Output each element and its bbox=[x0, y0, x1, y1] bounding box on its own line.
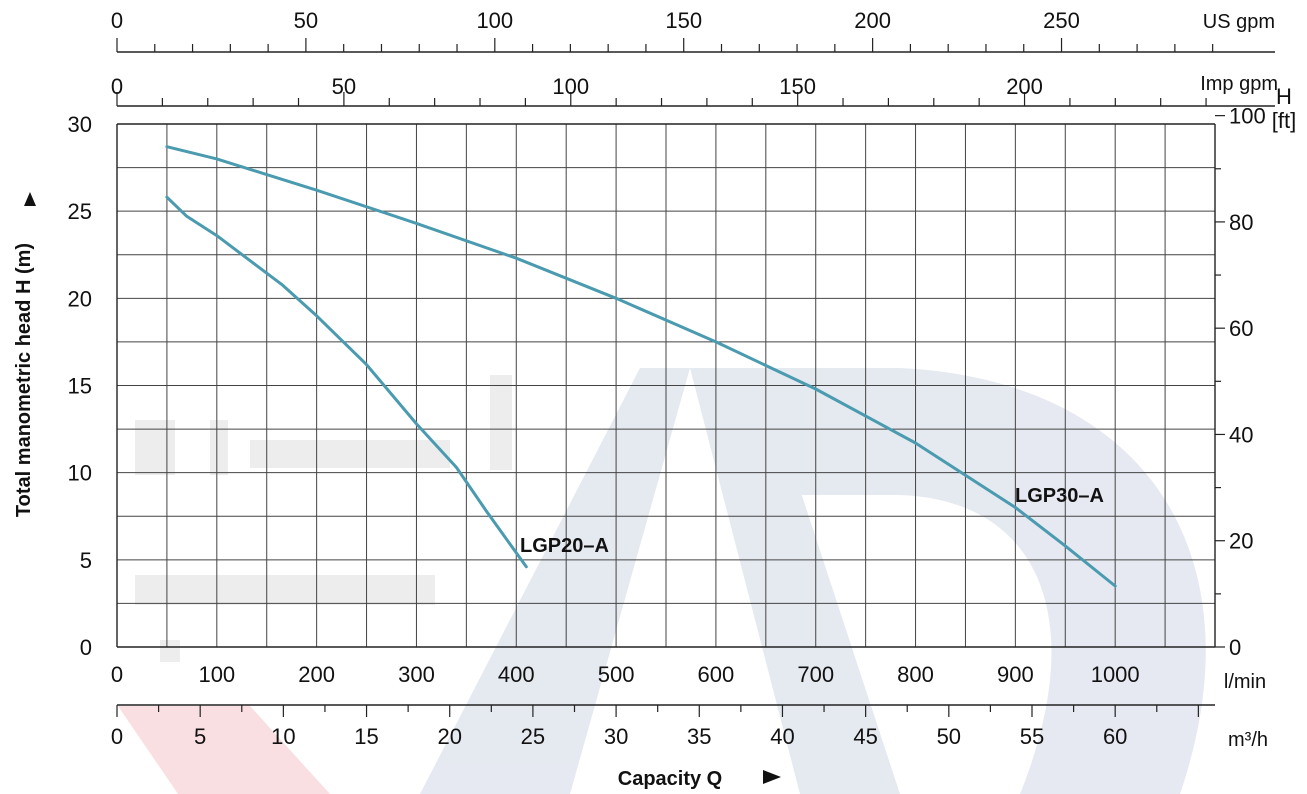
x-tick-label: 1000 bbox=[1091, 662, 1140, 687]
x-tick-label: 900 bbox=[997, 662, 1034, 687]
watermark-blue-band-right bbox=[690, 368, 900, 794]
imp-gpm-unit-label: Imp gpm bbox=[1200, 73, 1278, 95]
m3h-tick-label: 20 bbox=[437, 724, 461, 749]
x-tick-label: 300 bbox=[398, 662, 435, 687]
right-axis-tick-label: 0 bbox=[1229, 635, 1241, 660]
x-tick-label: 0 bbox=[111, 662, 123, 687]
m3h-tick-label: 40 bbox=[770, 724, 794, 749]
m3h-tick-label: 5 bbox=[194, 724, 206, 749]
watermark-blue-arc bbox=[700, 368, 1206, 794]
x-tick-label: 800 bbox=[897, 662, 934, 687]
m3h-tick-label: 25 bbox=[521, 724, 545, 749]
x-axis-arrow bbox=[763, 770, 781, 784]
us-gpm-tick-label: 0 bbox=[111, 8, 123, 33]
imp-gpm-tick-label: 0 bbox=[111, 74, 123, 99]
y-tick-label: 0 bbox=[80, 635, 92, 660]
us-gpm-tick-label: 200 bbox=[854, 8, 891, 33]
x-tick-label: 400 bbox=[498, 662, 535, 687]
us-gpm-unit-label: US gpm bbox=[1203, 11, 1275, 33]
us-gpm-tick-label: 150 bbox=[665, 8, 702, 33]
y-tick-label: 10 bbox=[68, 461, 92, 486]
m3h-tick-label: 10 bbox=[271, 724, 295, 749]
m3h-tick-label: 60 bbox=[1103, 724, 1127, 749]
y-tick-label: 30 bbox=[68, 112, 92, 137]
watermark-logo bbox=[118, 368, 1206, 794]
y-tick-label: 20 bbox=[68, 286, 92, 311]
m3h-tick-label: 15 bbox=[354, 724, 378, 749]
m3h-tick-label: 35 bbox=[687, 724, 711, 749]
us-gpm-tick-label: 100 bbox=[476, 8, 513, 33]
right-axis-tick-label: 100 bbox=[1229, 104, 1266, 129]
m3h-tick-label: 0 bbox=[111, 724, 123, 749]
imp-gpm-tick-label: 50 bbox=[332, 74, 356, 99]
x-tick-label: 500 bbox=[598, 662, 635, 687]
right-axis-tick-label: 80 bbox=[1229, 210, 1253, 235]
us-gpm-tick-label: 50 bbox=[294, 8, 318, 33]
right-axis-name: H bbox=[1276, 84, 1292, 109]
m3h-tick-label: 45 bbox=[853, 724, 877, 749]
y-tick-label: 15 bbox=[68, 374, 92, 399]
watermark-pink-band bbox=[118, 706, 330, 794]
right-axis-unit: [ft] bbox=[1272, 108, 1296, 133]
right-axis-tick-label: 40 bbox=[1229, 422, 1253, 447]
series-label-2: LGP30–A bbox=[1015, 485, 1104, 507]
series-layer bbox=[165, 145, 1117, 588]
series-label-1: LGP20–A bbox=[520, 535, 609, 557]
series-curve-1 bbox=[165, 195, 528, 569]
imp-gpm-tick-label: 200 bbox=[1006, 74, 1043, 99]
watermark-gray-glyphs bbox=[135, 375, 512, 662]
m3h-tick-label: 30 bbox=[604, 724, 628, 749]
x-tick-label: 200 bbox=[298, 662, 335, 687]
imp-gpm-tick-label: 100 bbox=[552, 74, 589, 99]
right-axis-tick-label: 20 bbox=[1229, 529, 1253, 554]
m3h-tick-label: 50 bbox=[937, 724, 961, 749]
watermark-blue-band-left bbox=[420, 368, 690, 794]
x-axis-title: Capacity Q bbox=[618, 768, 722, 790]
y-tick-label: 25 bbox=[68, 199, 92, 224]
us-gpm-tick-label: 250 bbox=[1043, 8, 1080, 33]
right-axis-tick-label: 60 bbox=[1229, 316, 1253, 341]
x-tick-label: 100 bbox=[198, 662, 235, 687]
m3h-unit-label: m³/h bbox=[1228, 729, 1268, 751]
y-tick-label: 5 bbox=[80, 548, 92, 573]
m3h-tick-label: 55 bbox=[1020, 724, 1044, 749]
y-axis-title: Total manometric head H (m) bbox=[13, 243, 35, 517]
x-unit-label: l/min bbox=[1224, 671, 1266, 693]
x-tick-label: 700 bbox=[797, 662, 834, 687]
y-axis-arrow bbox=[24, 192, 36, 206]
imp-gpm-tick-label: 150 bbox=[779, 74, 816, 99]
series-curve-2 bbox=[165, 145, 1117, 588]
x-tick-label: 600 bbox=[698, 662, 735, 687]
chart-axes bbox=[116, 38, 1275, 717]
